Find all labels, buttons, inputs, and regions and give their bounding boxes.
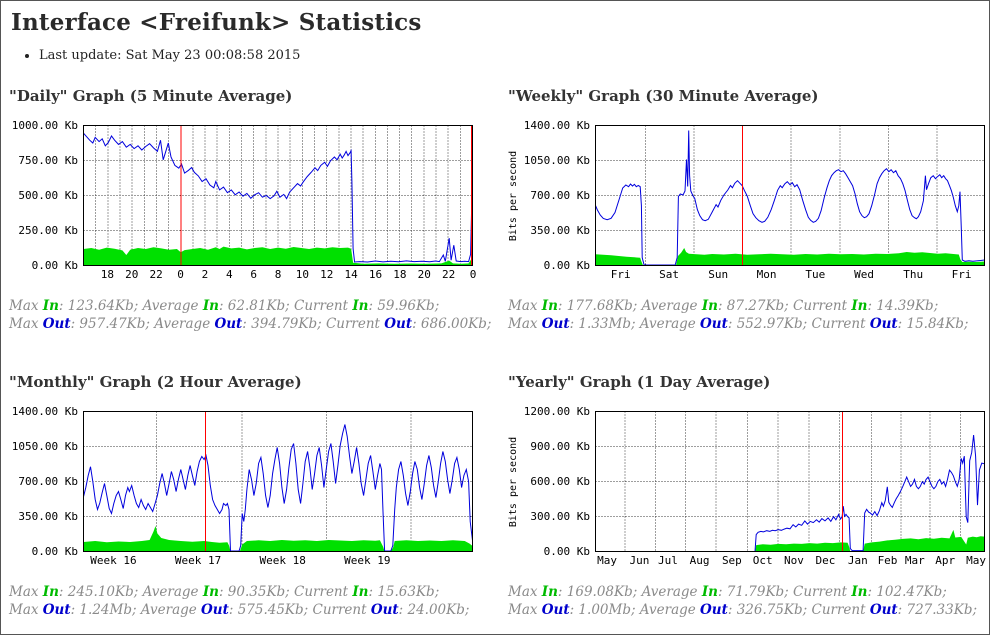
daily-graph-heading: "Daily" Graph (5 Minute Average) <box>9 87 293 105</box>
yearly-y-axis-ticks: 1200.00 Kb 900.00 Kb 600.00 Kb 300.00 Kb 0.0… <box>523 405 590 558</box>
weekly-x-axis-ticks: Fri Sat Sun Mon Tue Wed Thu Fri <box>610 268 972 281</box>
yearly-y-axis-label: Bits per second <box>508 436 519 527</box>
yearly-graph-heading: "Yearly" Graph (1 Day Average) <box>508 373 771 391</box>
graphs-grid: "Daily" Graph (5 Minute Average) 1000.00 … <box>1 87 989 619</box>
daily-plot-area <box>83 125 473 266</box>
monthly-plot-area <box>83 411 473 552</box>
yearly-plot-area <box>595 411 985 552</box>
last-update-text: Last update: Sat May 23 00:08:58 2015 <box>39 48 989 63</box>
monthly-y-axis-ticks: 1400.00 Kb 1050.00 Kb 700.00 Kb 350.00 Kb 0.… <box>11 405 78 558</box>
daily-graph-section: "Daily" Graph (5 Minute Average) 1000.00 … <box>1 87 496 333</box>
yearly-graph-section: "Yearly" Graph (1 Day Average) Bits per s… <box>496 373 989 619</box>
stats-out-line: Max Out: 1.00Mb; Average Out: 326.75Kb; … <box>508 602 978 618</box>
weekly-graph-heading: "Weekly" Graph (30 Minute Average) <box>508 87 819 105</box>
yearly-graph-image: Bits per second 1200.00 Kb 900.00 Kb 600.00… <box>508 405 989 571</box>
stats-in-line: Max In: 123.64Kb; Average In: 62.81Kb; C… <box>9 298 440 314</box>
update-list: Last update: Sat May 23 00:08:58 2015 <box>23 48 989 63</box>
stats-in-line: Max In: 169.08Kb; Average In: 71.79Kb; C… <box>508 584 947 600</box>
stats-out-line: Max Out: 1.24Mb; Average Out: 575.45Kb; … <box>9 602 470 618</box>
monthly-x-axis-ticks: Week 16 Week 17 Week 18 Week 19 <box>90 554 391 567</box>
weekly-y-axis-label: Bits per second <box>508 150 519 241</box>
daily-stats: Max In: 123.64Kb; Average In: 62.81Kb; C… <box>9 297 496 333</box>
weekly-plot-area <box>595 125 985 266</box>
weekly-y-axis-ticks: 1400.00 Kb 1050.00 Kb 700.00 Kb 350.00 Kb 0.… <box>523 119 590 272</box>
stats-in-line: Max In: 177.68Kb; Average In: 87.27Kb; C… <box>508 298 939 314</box>
weekly-graph-section: "Weekly" Graph (30 Minute Average) Bits p… <box>496 87 989 333</box>
weekly-stats: Max In: 177.68Kb; Average In: 87.27Kb; C… <box>508 297 989 333</box>
stats-out-line: Max Out: 1.33Mb; Average Out: 552.97Kb; … <box>508 316 969 332</box>
daily-graph-image: 1000.00 Kb 750.00 Kb 500.00 Kb 250.00 Kb 0.0… <box>9 119 496 285</box>
stats-out-line: Max Out: 957.47Kb; Average Out: 394.79Kb… <box>9 316 492 332</box>
daily-x-axis-ticks: 18 20 22 0 2 4 6 8 10 12 14 16 18 20 22 0 <box>100 268 477 281</box>
yearly-stats: Max In: 169.08Kb; Average In: 71.79Kb; C… <box>508 583 989 619</box>
yearly-x-axis-ticks: May Jun Jul Aug Sep Oct Nov Dec Jan Feb Mar Apr May <box>597 554 986 567</box>
weekly-graph-image: Bits per second 1400.00 Kb 1050.00 Kb 700.0… <box>508 119 989 285</box>
monthly-stats: Max In: 245.10Kb; Average In: 90.35Kb; C… <box>9 583 496 619</box>
monthly-graph-heading: "Monthly" Graph (2 Hour Average) <box>9 373 302 391</box>
page-title: Interface <Freifunk> Statistics <box>11 9 422 36</box>
monthly-graph-section: "Monthly" Graph (2 Hour Average) 1400.00 … <box>1 373 496 619</box>
monthly-graph-image: 1400.00 Kb 1050.00 Kb 700.00 Kb 350.00 Kb 0.… <box>9 405 496 571</box>
daily-y-axis-ticks: 1000.00 Kb 750.00 Kb 500.00 Kb 250.00 Kb 0.0… <box>11 119 78 272</box>
stats-in-line: Max In: 245.10Kb; Average In: 90.35Kb; C… <box>9 584 440 600</box>
